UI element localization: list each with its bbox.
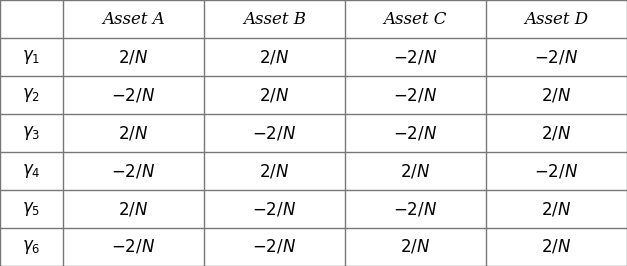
Text: $-2/N$: $-2/N$ <box>393 86 438 104</box>
Text: $-2/N$: $-2/N$ <box>252 238 297 256</box>
Text: $-2/N$: $-2/N$ <box>534 162 579 180</box>
Text: $2/N$: $2/N$ <box>118 124 149 142</box>
Text: $-2/N$: $-2/N$ <box>534 48 579 66</box>
Text: $-2/N$: $-2/N$ <box>111 162 155 180</box>
Text: $-2/N$: $-2/N$ <box>252 124 297 142</box>
Text: $\gamma_3$: $\gamma_3$ <box>22 124 41 142</box>
Text: $2/N$: $2/N$ <box>259 86 290 104</box>
Text: $\gamma_1$: $\gamma_1$ <box>22 48 41 66</box>
Text: $2/N$: $2/N$ <box>541 86 572 104</box>
Text: $-2/N$: $-2/N$ <box>393 124 438 142</box>
Text: $\gamma_2$: $\gamma_2$ <box>23 86 40 104</box>
Text: $\gamma_6$: $\gamma_6$ <box>22 238 41 256</box>
Text: $-2/N$: $-2/N$ <box>252 200 297 218</box>
Text: $-2/N$: $-2/N$ <box>111 86 155 104</box>
Text: Asset D: Asset D <box>524 10 589 27</box>
Text: $2/N$: $2/N$ <box>541 124 572 142</box>
Text: $-2/N$: $-2/N$ <box>111 238 155 256</box>
Text: $\gamma_4$: $\gamma_4$ <box>22 162 41 180</box>
Text: Asset A: Asset A <box>102 10 165 27</box>
Text: $2/N$: $2/N$ <box>400 238 431 256</box>
Text: $2/N$: $2/N$ <box>541 238 572 256</box>
Text: $-2/N$: $-2/N$ <box>393 48 438 66</box>
Text: $2/N$: $2/N$ <box>400 162 431 180</box>
Text: Asset B: Asset B <box>243 10 306 27</box>
Text: Asset C: Asset C <box>384 10 447 27</box>
Text: $2/N$: $2/N$ <box>259 48 290 66</box>
Text: $-2/N$: $-2/N$ <box>393 200 438 218</box>
Text: $2/N$: $2/N$ <box>259 162 290 180</box>
Text: $2/N$: $2/N$ <box>118 200 149 218</box>
Text: $2/N$: $2/N$ <box>541 200 572 218</box>
Text: $2/N$: $2/N$ <box>118 48 149 66</box>
Text: $\gamma_5$: $\gamma_5$ <box>22 200 41 218</box>
